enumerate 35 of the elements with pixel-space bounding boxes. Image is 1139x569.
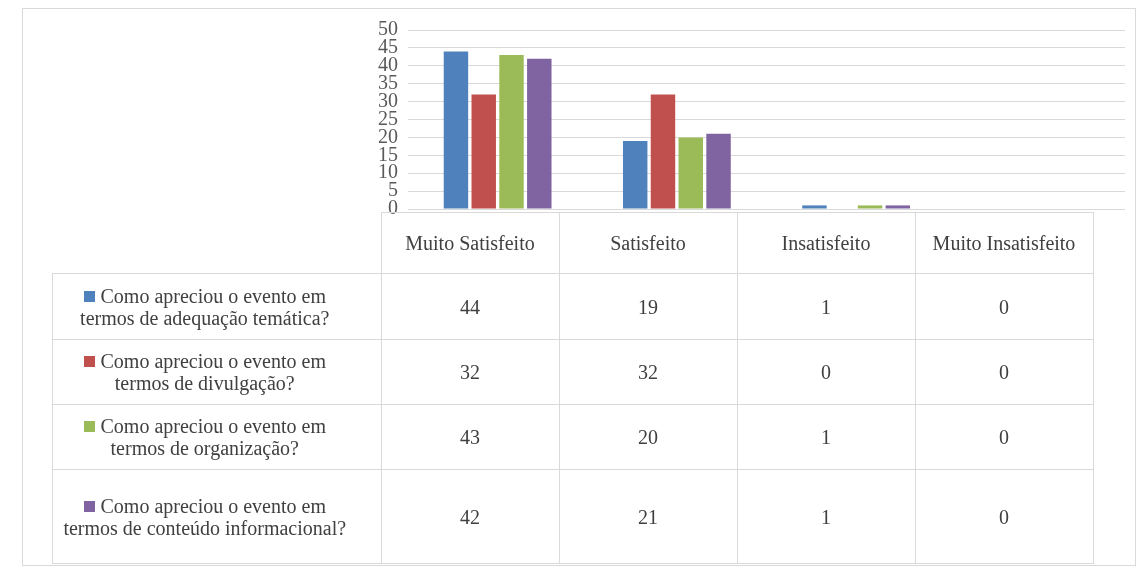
- bar: [499, 55, 524, 209]
- legend-label: Como apreciou o evento em termos de divulgação?: [52, 339, 381, 405]
- bar: [706, 133, 731, 209]
- data-label: 19: [559, 273, 737, 340]
- data-label: 20: [559, 404, 737, 470]
- bar: [443, 51, 469, 209]
- bar: [857, 205, 883, 209]
- bar: [885, 205, 911, 209]
- legend-label: Como apreciou o evento em termos de adequação temática?: [52, 273, 381, 340]
- data-label: 0: [915, 469, 1093, 564]
- legend-label: Como apreciou o evento em termos de organização?: [52, 404, 381, 470]
- data-label: 43: [381, 404, 559, 470]
- data-label: 42: [381, 469, 559, 564]
- bar: [471, 94, 496, 209]
- x-tick-label: Insatisfeito: [737, 212, 915, 274]
- bar: [527, 58, 552, 209]
- bar: [678, 137, 703, 209]
- legend-label: Como apreciou o evento em termos de conteúdo informacional?: [52, 469, 381, 564]
- data-label: 0: [737, 339, 915, 405]
- x-tick-label: Muito Insatisfeito: [915, 212, 1093, 274]
- data-label: 1: [737, 469, 915, 564]
- data-label: 32: [381, 339, 559, 405]
- bar: [622, 140, 648, 209]
- data-label: 44: [381, 273, 559, 340]
- data-label: 0: [915, 273, 1093, 340]
- data-label: 1: [737, 404, 915, 470]
- x-tick-label: Muito Satisfeito: [405, 232, 535, 254]
- data-label: 1: [737, 273, 915, 340]
- bar: [802, 205, 827, 209]
- data-label: 0: [915, 404, 1093, 470]
- data-label: 0: [915, 339, 1093, 405]
- bar: [650, 94, 676, 209]
- data-label: 32: [559, 339, 737, 405]
- x-tick-label: Satisfeito: [559, 212, 737, 274]
- data-label: 21: [559, 469, 737, 564]
